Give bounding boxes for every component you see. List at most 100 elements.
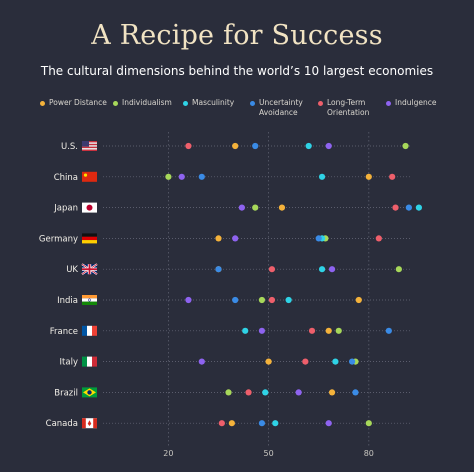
- flag-part: [82, 295, 97, 299]
- data-dot: [265, 358, 272, 365]
- flag-part: [87, 420, 92, 426]
- country-row: Brazil: [54, 387, 412, 398]
- legend: Power Distance Individualism Masculinity…: [0, 98, 474, 122]
- data-dot: [402, 142, 409, 150]
- japan-flag: [82, 202, 97, 213]
- data-dot: [325, 327, 332, 334]
- data-dot: [328, 266, 336, 273]
- flag-part: [82, 142, 97, 144]
- flag-part: [82, 145, 97, 147]
- data-dot: [305, 142, 312, 150]
- country-row: Japan: [53, 202, 422, 214]
- flag-part: [82, 233, 97, 237]
- country-row: U.S.: [61, 141, 412, 152]
- data-dot: [215, 235, 222, 242]
- country-row: France: [50, 325, 412, 337]
- legend-item-individualism: Individualism: [113, 98, 172, 108]
- data-dot: [385, 327, 392, 334]
- flag-part: [82, 236, 97, 241]
- uk-flag: [81, 263, 98, 276]
- legend-label: Power Distance: [49, 98, 107, 107]
- flag-part: [82, 298, 97, 302]
- flag-part: [87, 390, 92, 395]
- flag-part: [93, 418, 97, 429]
- country-row: UK: [66, 263, 412, 276]
- country-label: Germany: [39, 234, 78, 244]
- legend-label: Long-Term Orientation: [327, 98, 370, 117]
- legend-item-masculinity: Masculinity: [183, 98, 234, 108]
- china-flag: [82, 171, 97, 182]
- data-dot: [232, 296, 239, 304]
- data-dot: [238, 204, 245, 211]
- germany-flag: [82, 233, 97, 244]
- data-dot: [185, 296, 192, 304]
- data-dot: [365, 173, 372, 180]
- data-dot: [232, 235, 239, 242]
- data-dot: [198, 173, 205, 180]
- legend-dot: [40, 101, 45, 106]
- data-dot: [349, 358, 356, 365]
- data-dot: [325, 420, 332, 427]
- data-dot: [198, 358, 205, 365]
- flag-part: [83, 173, 88, 177]
- flag-part: [82, 418, 86, 429]
- data-dot: [352, 389, 359, 396]
- data-dot: [252, 204, 259, 211]
- data-dot: [308, 327, 316, 334]
- flag-part: [82, 268, 97, 271]
- canada-flag: [82, 418, 97, 429]
- flag-part: [82, 141, 97, 143]
- country-row: Canada: [46, 418, 412, 429]
- legend-item-indulgence: Indulgence: [386, 98, 436, 108]
- data-dot: [245, 389, 252, 396]
- country-label: UK: [66, 265, 78, 275]
- data-dot: [335, 327, 342, 334]
- italy-flag: [82, 356, 97, 367]
- country-label: China: [54, 173, 78, 183]
- flag-part: [82, 301, 97, 305]
- data-dot: [315, 235, 322, 242]
- data-dot: [258, 296, 266, 304]
- data-dot: [355, 296, 362, 304]
- flag-part: [82, 356, 87, 367]
- flag-part: [82, 146, 97, 149]
- legend-label: Individualism: [122, 98, 172, 107]
- x-tick-label: 80: [364, 449, 374, 458]
- data-dot: [389, 173, 396, 180]
- data-dot: [242, 327, 249, 334]
- france-flag: [82, 325, 97, 336]
- legend-dot: [250, 101, 255, 106]
- data-dot: [258, 327, 266, 334]
- flag-part: [92, 325, 97, 336]
- data-dot: [395, 266, 402, 273]
- data-dot: [375, 235, 382, 242]
- data-dot: [225, 389, 232, 396]
- chart-subtitle: The cultural dimensions behind the world…: [40, 64, 434, 78]
- flag-part: [82, 240, 97, 244]
- legend-label: Uncertainty Avoidance: [259, 98, 303, 117]
- country-row: India: [57, 295, 412, 306]
- data-dot: [278, 204, 286, 211]
- legend-item-power-distance: Power Distance: [40, 98, 107, 108]
- data-dot: [262, 389, 269, 396]
- data-dot: [285, 296, 292, 304]
- country-label: U.S.: [61, 142, 78, 152]
- country-label: France: [50, 327, 78, 337]
- flag-part: [82, 148, 97, 150]
- data-dot: [415, 204, 422, 211]
- data-dot: [232, 142, 239, 150]
- legend-dot: [318, 101, 323, 106]
- data-dot: [332, 358, 339, 365]
- data-dot: [178, 173, 185, 180]
- country-row: China: [54, 171, 412, 183]
- brazil-flag: [82, 387, 97, 398]
- country-label: Italy: [60, 358, 78, 368]
- data-dot: [318, 173, 326, 180]
- data-dot: [318, 266, 326, 273]
- flag-part: [82, 141, 89, 147]
- legend-item-uncertainty-avoidance: Uncertainty Avoidance: [250, 98, 303, 118]
- legend-dot: [386, 101, 391, 106]
- flag-part: [87, 356, 92, 367]
- data-dot: [328, 389, 336, 396]
